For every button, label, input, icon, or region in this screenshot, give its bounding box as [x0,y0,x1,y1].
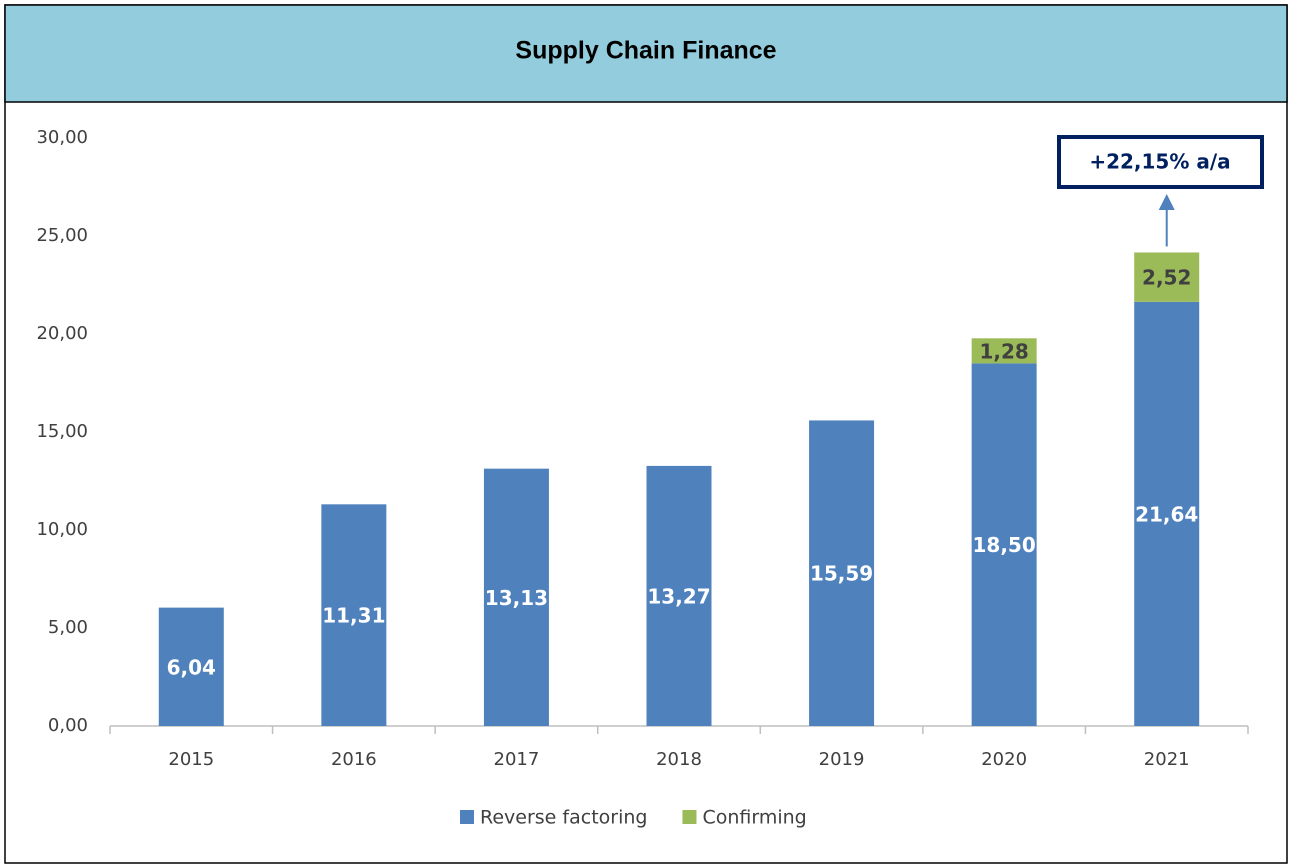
value-label: 6,04 [167,655,216,679]
value-label: 21,64 [1135,502,1198,526]
bar-segment [1134,301,1200,726]
x-tick-label: 2015 [168,749,214,770]
y-tick-label: 5,00 [48,617,88,638]
value-label: 13,27 [647,584,710,608]
title-band [4,4,1288,103]
bar-segment [646,465,712,726]
frame [4,4,1288,864]
x-tick-label: 2019 [819,749,865,770]
x-tick-label: 2016 [331,749,377,770]
legend-swatch [682,810,697,824]
legend-label: Reverse factoring [480,807,647,829]
y-tick-label: 30,00 [36,127,88,148]
chart-title: Supply Chain Finance [515,37,776,65]
x-tick-label: 2018 [656,749,702,770]
value-label: 2,52 [1142,266,1191,290]
x-tick-label: 2020 [981,749,1027,770]
bar-segment [158,607,224,726]
annotation-box [1057,135,1264,189]
y-tick-label: 10,00 [36,519,88,540]
annotation: +22,15% a/a [1089,150,1230,174]
value-label: 18,50 [973,533,1036,557]
bar-segment [483,468,549,726]
x-tick-label: 2017 [494,749,540,770]
bar-segment [809,420,875,726]
bar-segment [971,363,1037,726]
value-label: 15,59 [810,562,873,586]
value-label: 13,13 [485,586,548,610]
x-tick-label: 2021 [1144,749,1190,770]
y-tick-label: 25,00 [36,225,88,246]
y-tick-label: 0,00 [48,715,88,736]
y-tick-label: 20,00 [36,323,88,344]
value-label: 11,31 [322,604,385,628]
value-label: 1,28 [979,339,1028,363]
bar-segment [1134,252,1200,302]
bar-segment [971,338,1037,364]
legend-swatch [460,810,474,824]
bar-segment [321,504,387,726]
arrow-head [1158,194,1175,210]
legend-label: Confirming [702,807,806,829]
y-tick-label: 15,00 [36,421,88,442]
